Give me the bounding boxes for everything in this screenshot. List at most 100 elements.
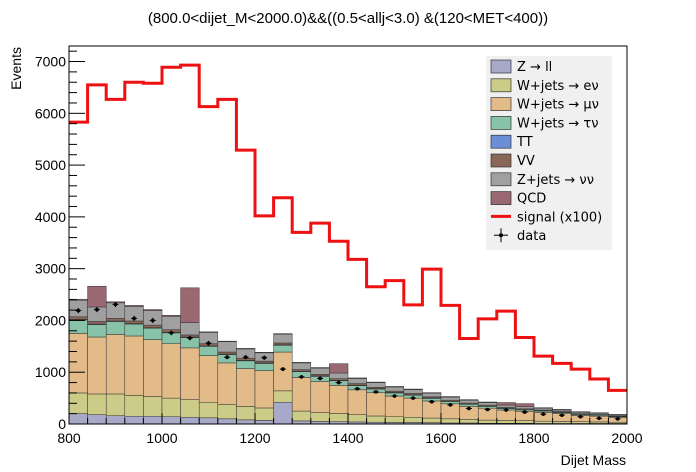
stack-bar-6-19 bbox=[422, 392, 442, 398]
legend-swatch-9 bbox=[499, 233, 503, 238]
data-point-1 bbox=[95, 307, 99, 312]
stack-bar-7-15 bbox=[347, 377, 367, 379]
stack-bar-6-5 bbox=[161, 316, 181, 331]
legend-swatch-3 bbox=[490, 116, 512, 130]
stack-bar-1-12 bbox=[291, 410, 312, 422]
stack-bar-6-12 bbox=[291, 362, 312, 370]
stack-bar-1-22 bbox=[477, 419, 498, 424]
stack-bar-7-19 bbox=[422, 392, 442, 394]
stack-bar-7-27 bbox=[570, 411, 591, 413]
y-axis-label: Events bbox=[8, 47, 24, 90]
stack-bar-1-16 bbox=[366, 415, 386, 423]
y-tick-label-1: 1000 bbox=[35, 364, 66, 380]
stack-bar-7-7 bbox=[198, 331, 219, 333]
data-point-13 bbox=[318, 376, 322, 381]
stack-bar-7-18 bbox=[403, 388, 423, 390]
stack-bar-7-28 bbox=[589, 412, 609, 414]
stack-bar-0-1 bbox=[87, 414, 107, 425]
stack-bar-7-10 bbox=[254, 352, 274, 354]
stack-bar-0-5 bbox=[161, 416, 181, 425]
stack-bar-6-20 bbox=[440, 396, 460, 401]
stack-bar-1-6 bbox=[180, 399, 200, 418]
x-tick-label-1: 1000 bbox=[146, 430, 177, 446]
data-point-11 bbox=[281, 367, 285, 371]
stack-bar-2-6 bbox=[180, 347, 200, 400]
stack-bar-2-4 bbox=[143, 339, 163, 397]
stack-bar-6-21 bbox=[459, 399, 479, 404]
stack-bar-1-25 bbox=[533, 420, 553, 424]
stack-bar-6-25 bbox=[533, 407, 553, 411]
stack-bar-6-16 bbox=[366, 382, 386, 388]
data-point-7 bbox=[206, 341, 211, 346]
stack-bar-1-20 bbox=[440, 418, 460, 424]
stack-bar-5-2 bbox=[105, 318, 126, 322]
data-point-4 bbox=[150, 318, 155, 323]
stack-bar-2-10 bbox=[254, 370, 274, 409]
stack-bar-7-29 bbox=[608, 414, 628, 416]
y-tick-label-6: 6000 bbox=[35, 105, 66, 121]
stack-bar-3-11 bbox=[273, 345, 293, 353]
stack-bar-1-17 bbox=[384, 416, 405, 423]
x-tick-label-3: 1400 bbox=[332, 430, 363, 446]
stack-bar-1-19 bbox=[422, 417, 442, 423]
legend: Z → ll W+jets → eν W+jets → μν W+jets → τν T… bbox=[486, 56, 612, 250]
legend-label-9: data bbox=[517, 229, 546, 244]
stack-bar-2-18 bbox=[403, 397, 423, 418]
signal-series bbox=[69, 63, 627, 392]
stack-bar-0-4 bbox=[143, 415, 163, 425]
stack-bar-5-3 bbox=[124, 320, 144, 324]
stack-bar-7-24 bbox=[515, 403, 535, 408]
stack-bar-7-4 bbox=[143, 309, 163, 311]
stack-bar-2-8 bbox=[217, 362, 237, 405]
stack-bar-3-1 bbox=[87, 324, 107, 338]
data-point-26 bbox=[560, 413, 564, 417]
legend-label-0: Z → ll bbox=[517, 60, 552, 75]
stack-bar-7-8 bbox=[217, 340, 237, 342]
stack-bar-3-9 bbox=[236, 360, 256, 369]
stack-bar-0-3 bbox=[124, 415, 144, 425]
legend-label-4: TT bbox=[516, 135, 533, 150]
stack-bar-2-11 bbox=[273, 351, 293, 392]
stack-bar-1-18 bbox=[403, 417, 423, 423]
stack-bar-1-9 bbox=[236, 406, 256, 421]
stack-bar-0-8 bbox=[217, 418, 237, 425]
legend-swatch-7 bbox=[490, 191, 512, 205]
stack-bar-3-2 bbox=[105, 321, 126, 335]
stack-bar-1-4 bbox=[143, 396, 163, 417]
x-tick-label-0: 800 bbox=[57, 430, 81, 446]
stack-bar-6-17 bbox=[384, 386, 405, 392]
stack-bar-2-5 bbox=[161, 343, 181, 399]
stack-bar-6-11 bbox=[273, 333, 293, 344]
stack-bar-5-10 bbox=[254, 360, 274, 364]
stacked-histogram bbox=[68, 286, 628, 425]
chart-title: (800.0<dijet_M<2000.0)&&((0.5<allj<3.0) … bbox=[148, 10, 548, 27]
stack-bar-2-12 bbox=[291, 377, 312, 412]
legend-label-3: W+jets → τν bbox=[517, 116, 598, 131]
stack-bar-7-17 bbox=[384, 386, 405, 388]
stack-bar-2-13 bbox=[310, 381, 330, 413]
data-point-10 bbox=[262, 355, 267, 360]
stack-bar-7-11 bbox=[273, 333, 293, 335]
stack-bar-3-0 bbox=[68, 319, 88, 334]
data-point-9 bbox=[243, 355, 248, 360]
stack-bar-3-21 bbox=[459, 404, 479, 407]
stack-bar-2-1 bbox=[87, 336, 107, 395]
legend-label-2: W+jets → μν bbox=[517, 98, 599, 113]
stack-bar-6-13 bbox=[310, 367, 330, 375]
x-tick-label-5: 1800 bbox=[518, 430, 549, 446]
data-point-21 bbox=[467, 406, 471, 411]
stack-bar-3-4 bbox=[143, 327, 163, 340]
stack-bar-7-22 bbox=[477, 401, 498, 403]
stack-bar-1-8 bbox=[217, 404, 237, 420]
stack-bar-7-23 bbox=[496, 402, 516, 406]
legend-swatch-1 bbox=[490, 78, 512, 93]
legend-swatch-4 bbox=[490, 134, 512, 149]
data-point-18 bbox=[411, 396, 415, 400]
stack-bar-1-5 bbox=[161, 397, 181, 418]
stack-bar-7-5 bbox=[161, 315, 181, 317]
stack-bar-2-17 bbox=[384, 395, 405, 418]
y-tick-label-2: 2000 bbox=[35, 312, 66, 328]
stack-bar-3-3 bbox=[124, 323, 144, 337]
stack-bar-1-24 bbox=[515, 420, 535, 424]
stack-bar-1-27 bbox=[570, 421, 591, 424]
